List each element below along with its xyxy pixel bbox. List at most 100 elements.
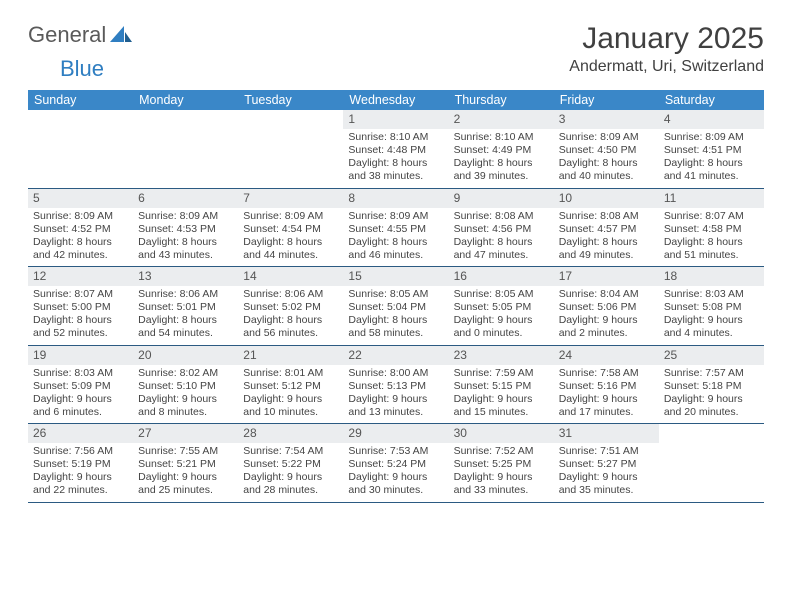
calendar-cell: 27Sunrise: 7:55 AMSunset: 5:21 PMDayligh…: [133, 424, 238, 502]
week-row: 12Sunrise: 8:07 AMSunset: 5:00 PMDayligh…: [28, 267, 764, 346]
cell-body: Sunrise: 7:56 AMSunset: 5:19 PMDaylight:…: [28, 445, 133, 502]
day-number: 27: [133, 424, 238, 443]
cell-body: Sunrise: 7:59 AMSunset: 5:15 PMDaylight:…: [449, 367, 554, 424]
calendar-cell: 7Sunrise: 8:09 AMSunset: 4:54 PMDaylight…: [238, 189, 343, 267]
daylight1-line: Daylight: 8 hours: [664, 157, 759, 170]
calendar-cell: [133, 110, 238, 188]
daylight2-line: and 58 minutes.: [348, 327, 443, 340]
sunset-line: Sunset: 4:50 PM: [559, 144, 654, 157]
cell-body: Sunrise: 8:03 AMSunset: 5:09 PMDaylight:…: [28, 367, 133, 424]
sunrise-line: Sunrise: 8:07 AM: [664, 210, 759, 223]
cell-body: Sunrise: 8:01 AMSunset: 5:12 PMDaylight:…: [238, 367, 343, 424]
day-number: 7: [238, 189, 343, 208]
cell-body: Sunrise: 8:05 AMSunset: 5:04 PMDaylight:…: [343, 288, 448, 345]
sunrise-line: Sunrise: 8:06 AM: [138, 288, 233, 301]
cell-body: Sunrise: 8:05 AMSunset: 5:05 PMDaylight:…: [449, 288, 554, 345]
calendar: SundayMondayTuesdayWednesdayThursdayFrid…: [28, 90, 764, 503]
sunset-line: Sunset: 5:22 PM: [243, 458, 338, 471]
daylight1-line: Daylight: 8 hours: [348, 157, 443, 170]
day-header: Friday: [554, 90, 659, 110]
sunset-line: Sunset: 4:56 PM: [454, 223, 549, 236]
sunset-line: Sunset: 5:18 PM: [664, 380, 759, 393]
day-number: 18: [659, 267, 764, 286]
daylight1-line: Daylight: 8 hours: [138, 314, 233, 327]
cell-body: Sunrise: 8:04 AMSunset: 5:06 PMDaylight:…: [554, 288, 659, 345]
day-header: Saturday: [659, 90, 764, 110]
sunset-line: Sunset: 4:55 PM: [348, 223, 443, 236]
daylight1-line: Daylight: 9 hours: [138, 471, 233, 484]
day-number: 21: [238, 346, 343, 365]
title-block: January 2025 Andermatt, Uri, Switzerland: [569, 22, 764, 76]
daylight2-line: and 6 minutes.: [33, 406, 128, 419]
daylight2-line: and 28 minutes.: [243, 484, 338, 497]
daylight1-line: Daylight: 9 hours: [138, 393, 233, 406]
location-text: Andermatt, Uri, Switzerland: [569, 58, 764, 76]
day-number: 1: [343, 110, 448, 129]
calendar-cell: 23Sunrise: 7:59 AMSunset: 5:15 PMDayligh…: [449, 346, 554, 424]
sunrise-line: Sunrise: 8:08 AM: [454, 210, 549, 223]
calendar-cell: 26Sunrise: 7:56 AMSunset: 5:19 PMDayligh…: [28, 424, 133, 502]
calendar-cell: 19Sunrise: 8:03 AMSunset: 5:09 PMDayligh…: [28, 346, 133, 424]
day-number: 24: [554, 346, 659, 365]
daylight1-line: Daylight: 9 hours: [243, 471, 338, 484]
daylight1-line: Daylight: 8 hours: [243, 236, 338, 249]
sunset-line: Sunset: 5:24 PM: [348, 458, 443, 471]
day-header: Sunday: [28, 90, 133, 110]
daylight1-line: Daylight: 9 hours: [559, 314, 654, 327]
calendar-cell: 25Sunrise: 7:57 AMSunset: 5:18 PMDayligh…: [659, 346, 764, 424]
calendar-cell: 24 Sunrise: 7:58 AMSunset: 5:16 PMDayligh…: [554, 346, 659, 424]
cell-body: Sunrise: 7:53 AMSunset: 5:24 PMDaylight:…: [343, 445, 448, 502]
day-number: 4: [659, 110, 764, 129]
sunrise-line: Sunrise: 7:51 AM: [559, 445, 654, 458]
sunset-line: Sunset: 5:06 PM: [559, 301, 654, 314]
daylight1-line: Daylight: 9 hours: [243, 393, 338, 406]
daylight1-line: Daylight: 9 hours: [33, 471, 128, 484]
daylight2-line: and 4 minutes.: [664, 327, 759, 340]
calendar-cell: 28Sunrise: 7:54 AMSunset: 5:22 PMDayligh…: [238, 424, 343, 502]
calendar-cell: 3Sunrise: 8:09 AMSunset: 4:50 PMDaylight…: [554, 110, 659, 188]
daylight1-line: Daylight: 8 hours: [33, 236, 128, 249]
daylight2-line: and 2 minutes.: [559, 327, 654, 340]
calendar-cell: 14Sunrise: 8:06 AMSunset: 5:02 PMDayligh…: [238, 267, 343, 345]
daylight2-line: and 49 minutes.: [559, 249, 654, 262]
daylight2-line: and 30 minutes.: [348, 484, 443, 497]
sunrise-line: Sunrise: 8:10 AM: [348, 131, 443, 144]
calendar-cell: 15Sunrise: 8:05 AMSunset: 5:04 PMDayligh…: [343, 267, 448, 345]
day-number: 17: [554, 267, 659, 286]
daylight2-line: and 25 minutes.: [138, 484, 233, 497]
sunset-line: Sunset: 4:54 PM: [243, 223, 338, 236]
sunrise-line: Sunrise: 8:02 AM: [138, 367, 233, 380]
sunset-line: Sunset: 5:08 PM: [664, 301, 759, 314]
calendar-cell: 16Sunrise: 8:05 AMSunset: 5:05 PMDayligh…: [449, 267, 554, 345]
calendar-cell: 29Sunrise: 7:53 AMSunset: 5:24 PMDayligh…: [343, 424, 448, 502]
cell-body: Sunrise: 7:57 AMSunset: 5:18 PMDaylight:…: [659, 367, 764, 424]
daylight1-line: Daylight: 9 hours: [664, 393, 759, 406]
daylight2-line: and 38 minutes.: [348, 170, 443, 183]
daylight1-line: Daylight: 8 hours: [138, 236, 233, 249]
month-title: January 2025: [569, 22, 764, 56]
sunrise-line: Sunrise: 8:09 AM: [33, 210, 128, 223]
daylight1-line: Daylight: 9 hours: [454, 314, 549, 327]
day-number: 2: [449, 110, 554, 129]
cell-body: Sunrise: 8:08 AMSunset: 4:56 PMDaylight:…: [449, 210, 554, 267]
day-number: 22: [343, 346, 448, 365]
cell-body: Sunrise: 8:10 AMSunset: 4:49 PMDaylight:…: [449, 131, 554, 188]
daylight2-line: and 47 minutes.: [454, 249, 549, 262]
daylight2-line: and 10 minutes.: [243, 406, 338, 419]
daylight1-line: Daylight: 9 hours: [348, 393, 443, 406]
sunset-line: Sunset: 5:25 PM: [454, 458, 549, 471]
daylight1-line: Daylight: 9 hours: [664, 314, 759, 327]
calendar-cell: 4Sunrise: 8:09 AMSunset: 4:51 PMDaylight…: [659, 110, 764, 188]
cell-body: Sunrise: 8:06 AMSunset: 5:01 PMDaylight:…: [133, 288, 238, 345]
week-row: 26Sunrise: 7:56 AMSunset: 5:19 PMDayligh…: [28, 424, 764, 503]
sunset-line: Sunset: 5:12 PM: [243, 380, 338, 393]
daylight2-line: and 44 minutes.: [243, 249, 338, 262]
cell-body: Sunrise: 7:58 AMSunset: 5:16 PMDaylight:…: [554, 367, 659, 424]
sunrise-line: Sunrise: 7:54 AM: [243, 445, 338, 458]
brand-part2: Blue: [60, 56, 104, 81]
brand-logo: General: [28, 22, 134, 48]
daylight2-line: and 13 minutes.: [348, 406, 443, 419]
cell-body: Sunrise: 8:03 AMSunset: 5:08 PMDaylight:…: [659, 288, 764, 345]
day-number: 3: [554, 110, 659, 129]
sunrise-line: Sunrise: 8:05 AM: [348, 288, 443, 301]
